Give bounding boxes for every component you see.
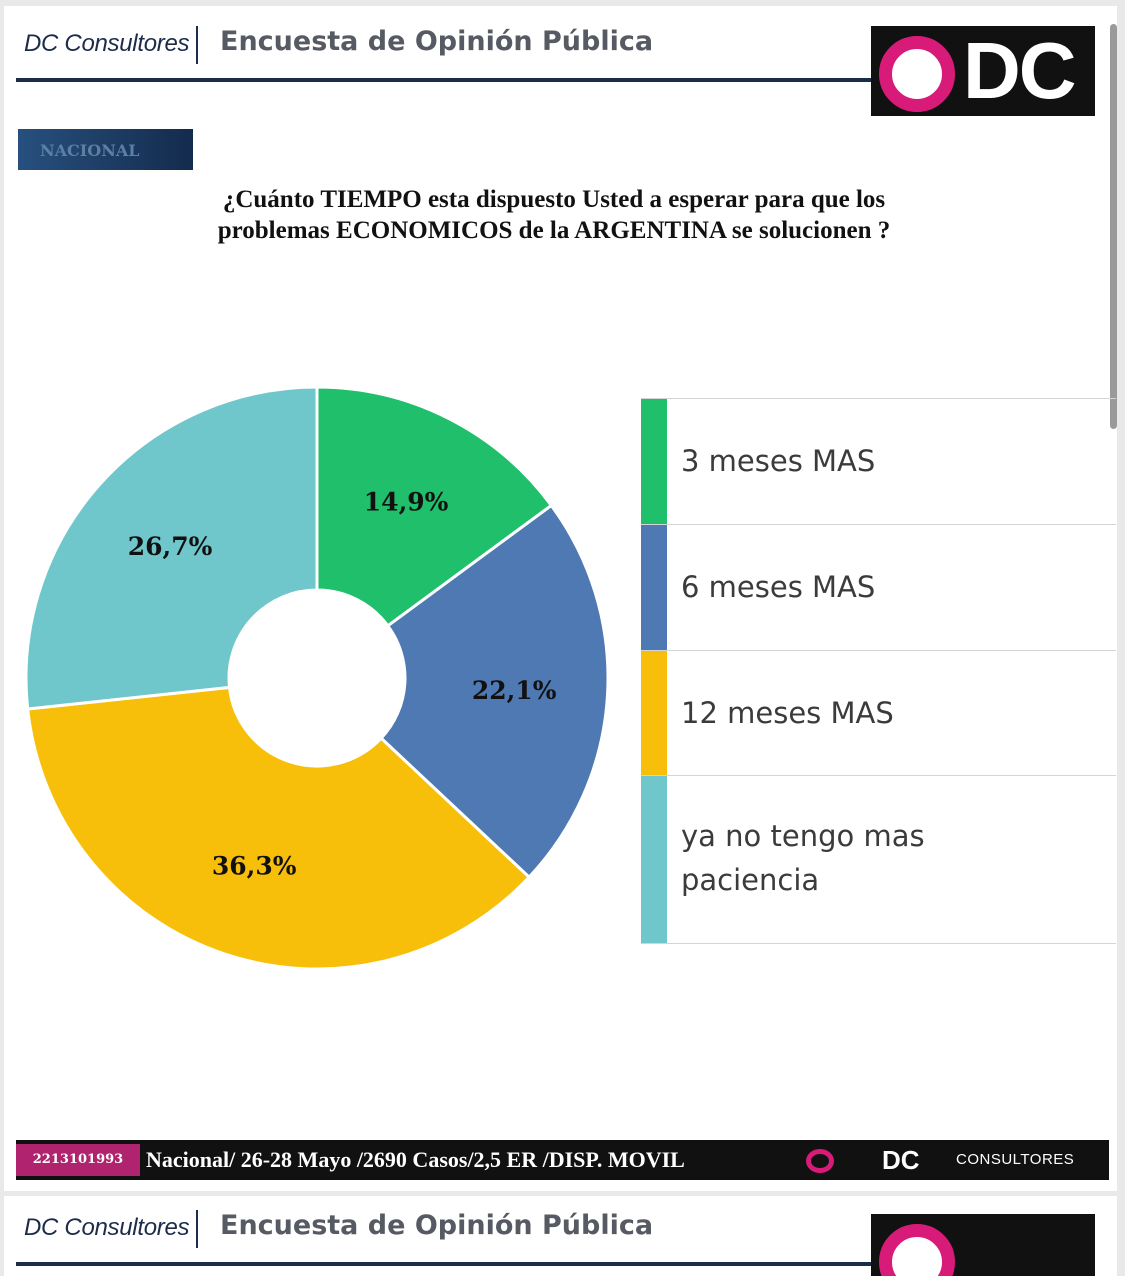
legend-swatch-2 xyxy=(641,525,667,650)
next-survey-title: Encuesta de Opinión Pública xyxy=(220,1210,654,1241)
legend-bottom-rule xyxy=(641,943,1116,944)
footer-survey-info: Nacional/ 26-28 Mayo /2690 Casos/2,5 ER … xyxy=(146,1147,685,1172)
next-header-divider xyxy=(196,1210,198,1248)
header-divider xyxy=(196,26,198,64)
donut-slice-1 xyxy=(315,385,554,628)
next-slide-preview: DC Consultores Encuesta de Opinión Públi… xyxy=(4,1196,1117,1276)
legend-swatch-3 xyxy=(641,651,667,775)
slice-label-2: 22,1% xyxy=(472,676,557,705)
next-odc-logo xyxy=(871,1214,1095,1276)
legend-label-2: 6 meses MAS xyxy=(681,570,876,604)
footer-ring-icon xyxy=(806,1149,834,1173)
scope-tag: NACIONAL xyxy=(18,129,193,170)
legend-label-3: 12 meses MAS xyxy=(681,696,894,730)
next-brand-name: DC Consultores xyxy=(24,1214,190,1241)
slice-label-4: 26,7% xyxy=(128,532,213,561)
footer-logo-consultores: CONSULTORES xyxy=(956,1151,1075,1168)
slice-label-1: 14,9% xyxy=(364,488,449,517)
legend-item-2: 6 meses MAS xyxy=(641,524,1116,650)
donut-slice-3 xyxy=(26,685,532,971)
next-logo-ring-icon xyxy=(879,1224,955,1276)
scrollbar[interactable] xyxy=(1110,24,1117,429)
legend-item-4: ya no tengo mas paciencia xyxy=(641,775,1116,943)
survey-slide: DC Consultores Encuesta de Opinión Públi… xyxy=(4,6,1117,1191)
legend-swatch-1 xyxy=(641,399,667,524)
next-header-rule xyxy=(16,1262,876,1266)
legend-item-1: 3 meses MAS xyxy=(641,398,1116,524)
footer-bar: 2213101993 Nacional/ 26-28 Mayo /2690 Ca… xyxy=(16,1140,1109,1180)
slice-label-3: 36,3% xyxy=(212,851,297,880)
legend-label-1: 3 meses MAS xyxy=(681,444,876,478)
odc-logo: DC xyxy=(871,26,1095,116)
brand-name: DC Consultores xyxy=(24,30,190,57)
scope-tag-label: NACIONAL xyxy=(40,141,140,160)
logo-text: DC xyxy=(963,26,1077,115)
legend-item-3: 12 meses MAS xyxy=(641,650,1116,775)
donut-chart: 14,9% 22,1% 36,3% 26,7% xyxy=(24,385,610,971)
survey-title: Encuesta de Opinión Pública xyxy=(220,26,654,57)
footer-phone: 2213101993 xyxy=(16,1144,140,1176)
legend-label-4: ya no tengo mas paciencia xyxy=(681,819,925,897)
header-rule xyxy=(16,78,876,82)
legend-swatch-4 xyxy=(641,776,667,943)
donut-slice-4 xyxy=(24,385,319,711)
footer-logo-dc: DC xyxy=(882,1145,920,1175)
survey-question: ¿Cuánto TIEMPO esta dispuesto Usted a es… xyxy=(217,186,891,244)
chart-legend: 3 meses MAS 6 meses MAS 12 meses MAS ya no … xyxy=(641,398,1116,944)
donut-slice-2 xyxy=(379,503,610,880)
